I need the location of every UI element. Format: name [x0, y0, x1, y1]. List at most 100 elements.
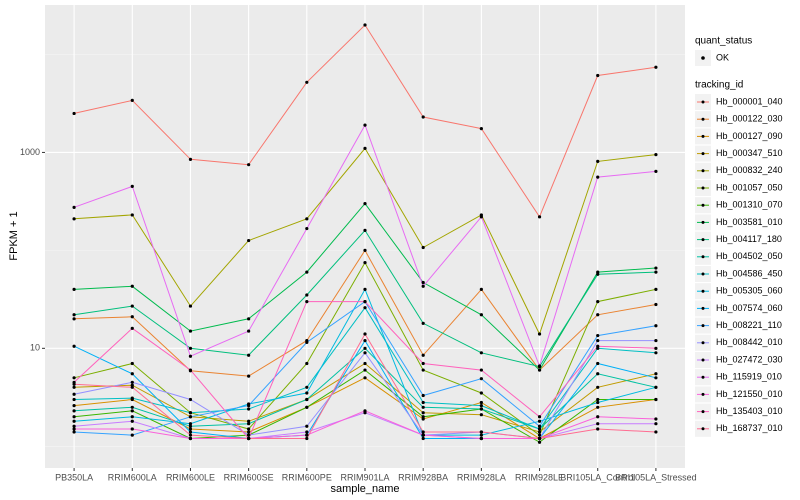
- legend-point: [701, 100, 705, 104]
- data-point: [188, 427, 193, 431]
- data-point: [247, 353, 251, 357]
- data-point: [654, 372, 658, 376]
- data-point: [188, 422, 193, 426]
- data-point: [188, 415, 193, 419]
- data-point: [363, 409, 367, 413]
- legend-label: Hb_168737_010: [716, 423, 783, 433]
- data-point: [596, 427, 600, 431]
- data-point: [305, 270, 309, 274]
- data-point: [130, 385, 134, 389]
- data-point: [479, 407, 483, 411]
- legend-label: Hb_000122_030: [716, 114, 783, 124]
- data-point: [363, 306, 367, 310]
- data-point: [537, 433, 542, 437]
- data-point: [247, 329, 251, 333]
- data-point: [421, 245, 425, 250]
- data-point: [72, 392, 76, 396]
- data-point: [130, 415, 134, 419]
- legend-label: OK: [716, 52, 729, 62]
- data-point: [130, 98, 134, 102]
- x-tick-label: RRIM928BA: [398, 472, 448, 482]
- legend-label: Hb_003581_010: [716, 217, 783, 227]
- data-point: [421, 368, 425, 372]
- legend-point: [701, 203, 705, 207]
- x-tick-label: RRIM928LE: [515, 472, 564, 482]
- data-point: [479, 430, 483, 434]
- data-point: [72, 404, 76, 408]
- data-point: [596, 175, 600, 179]
- data-point: [596, 405, 600, 409]
- data-point: [421, 393, 425, 398]
- data-point: [654, 346, 658, 350]
- data-point: [479, 413, 483, 417]
- data-point: [247, 404, 251, 408]
- data-point: [130, 372, 134, 376]
- x-axis-title: sample_name: [330, 483, 399, 495]
- data-point: [654, 169, 658, 174]
- data-point: [305, 424, 309, 428]
- data-point: [247, 427, 251, 431]
- data-point: [247, 430, 251, 434]
- data-point: [72, 409, 76, 413]
- legend-label: Hb_005305_060: [716, 286, 783, 296]
- data-point: [130, 315, 134, 319]
- data-point: [537, 415, 542, 419]
- data-point: [421, 433, 425, 437]
- legend-point: [701, 255, 705, 259]
- legend-point: [701, 392, 705, 396]
- data-point: [188, 430, 193, 434]
- x-tick-label: RRIM600LA: [108, 472, 157, 482]
- legend-point: [701, 152, 705, 156]
- data-point: [537, 430, 542, 434]
- data-point: [537, 427, 542, 431]
- legend-label: Hb_027472_030: [716, 354, 783, 364]
- data-point: [363, 346, 367, 350]
- data-point: [247, 374, 251, 378]
- data-point: [363, 332, 367, 336]
- data-point: [421, 405, 425, 409]
- data-point: [305, 430, 309, 434]
- legend-point: [701, 289, 705, 293]
- data-point: [363, 123, 367, 127]
- data-point: [72, 287, 76, 291]
- data-point: [305, 433, 309, 437]
- data-point: [421, 430, 425, 434]
- data-point: [654, 417, 658, 421]
- y-tick-label: 10: [30, 343, 40, 353]
- legend-label: Hb_008442_010: [716, 337, 783, 347]
- legend-label: Hb_004502_050: [716, 251, 783, 261]
- data-point: [596, 422, 600, 426]
- data-point: [363, 23, 367, 27]
- legend-label: Hb_001057_050: [716, 182, 783, 192]
- data-point: [305, 299, 309, 304]
- data-point: [479, 127, 483, 131]
- legend-point: [701, 169, 705, 173]
- data-point: [130, 419, 134, 423]
- data-point: [363, 146, 367, 150]
- data-point: [130, 427, 134, 431]
- data-point: [188, 436, 193, 441]
- data-point: [421, 411, 425, 415]
- x-tick-label: RRIM600SE: [224, 472, 274, 482]
- data-point: [247, 422, 251, 426]
- data-point: [247, 436, 251, 441]
- data-point: [305, 217, 309, 221]
- data-point: [130, 361, 134, 366]
- data-point: [188, 354, 193, 358]
- data-point: [72, 430, 76, 434]
- data-point: [537, 424, 542, 428]
- legend-point: [701, 427, 705, 431]
- data-point: [654, 324, 658, 328]
- data-point: [247, 433, 251, 437]
- data-point: [479, 368, 483, 372]
- data-point: [305, 436, 309, 441]
- data-point: [130, 396, 134, 400]
- x-tick-label: RRIM901LA: [340, 472, 389, 482]
- legend-point: [701, 375, 705, 379]
- legend-point: [701, 238, 705, 242]
- data-point: [247, 419, 251, 423]
- data-point: [363, 368, 367, 372]
- data-point: [596, 333, 600, 338]
- data-point: [596, 397, 600, 402]
- data-point: [479, 287, 483, 291]
